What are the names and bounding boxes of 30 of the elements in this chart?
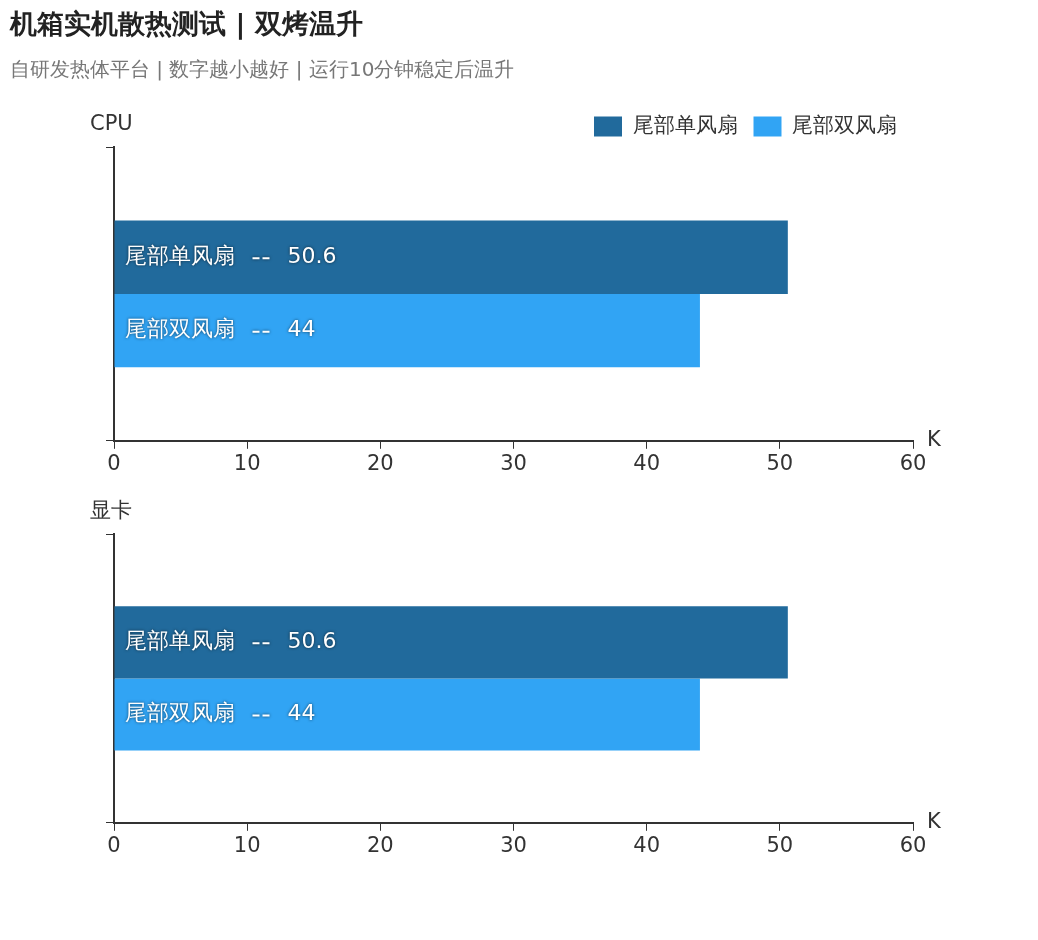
y-axis-title: CPU [90,110,133,135]
x-tick-label: 60 [899,832,927,857]
y-axis-title: 显卡 [90,497,132,522]
x-tick-label: 20 [366,450,394,475]
x-tick-label: 10 [233,450,261,475]
x-axis-title: K [927,426,942,451]
x-tick-label: 60 [899,450,927,475]
x-tick-label: 10 [233,832,261,857]
x-tick-label: 50 [766,832,794,857]
text: 尾部双风扇 [124,316,235,342]
legend-label: 尾部单风扇 [632,112,738,137]
data-label: 44 [287,316,316,342]
x-tick-label: 30 [500,832,527,857]
x-tick-label: 50 [766,450,794,475]
series-label: 尾部双风扇 [124,700,235,726]
chart-title: 机箱实机散热测试 | 双烤温升 [10,7,363,42]
series-label: 尾部单风扇 [124,628,235,654]
x-tick-label: 40 [633,832,661,857]
data-label: 50.6 [287,628,337,654]
text: 尾部单风扇 [124,242,235,268]
x-tick-label: 40 [633,450,661,475]
x-tick-label: 0 [107,450,121,475]
x-tick-label: 20 [366,832,394,857]
data-label: 50.6 [287,242,337,268]
chart-subtitle: 自研发热体平台 | 数字越小越好 | 运行10分钟稳定后温升 [10,56,515,83]
data-label: 44 [287,700,316,726]
x-tick-label: 0 [107,832,121,857]
legend-label: 尾部双风扇 [792,112,897,137]
x-tick-label: 30 [500,450,527,475]
x-axis-title: K [927,808,942,833]
